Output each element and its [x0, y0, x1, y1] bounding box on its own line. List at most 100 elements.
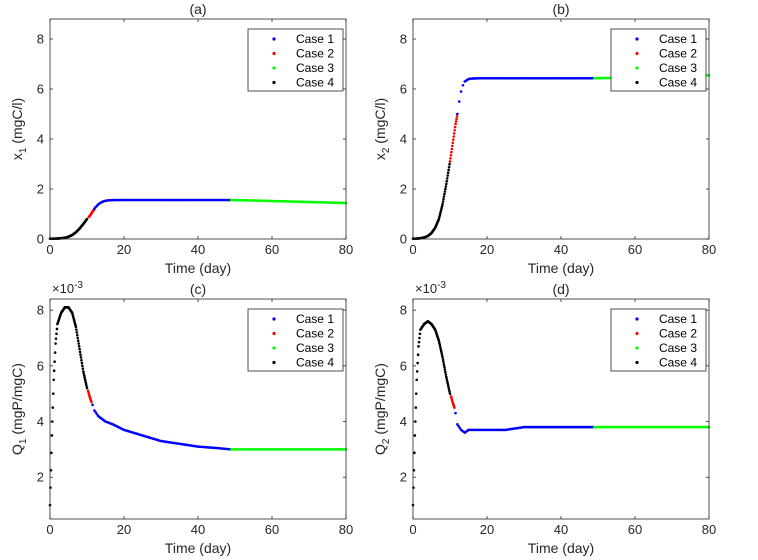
data-point [452, 132, 456, 135]
data-point [457, 424, 460, 428]
data-point [438, 343, 442, 347]
data-point [447, 165, 451, 169]
data-point [444, 187, 447, 191]
series-case-4 [411, 319, 452, 507]
legend-label: Case 3 [296, 341, 334, 355]
x-tick-label: 0 [46, 242, 53, 257]
data-point [442, 197, 445, 201]
data-point [445, 377, 449, 381]
legend-box [610, 308, 707, 372]
data-point [84, 382, 88, 386]
y-tick-label: 6 [37, 358, 44, 373]
x-tick-label: 20 [480, 522, 494, 537]
legend-marker [272, 80, 276, 85]
legend-label: Case 3 [659, 341, 697, 355]
data-points [48, 306, 348, 507]
legend-label: Case 2 [659, 327, 697, 341]
data-point [448, 390, 451, 393]
data-point [54, 337, 58, 340]
x-tick-label: 20 [117, 242, 131, 257]
data-point [452, 135, 456, 138]
data-point [454, 411, 457, 415]
data-point [53, 351, 57, 354]
data-point [415, 370, 419, 373]
data-point [438, 345, 442, 349]
data-point [438, 341, 441, 345]
data-point [416, 361, 419, 365]
data-point [451, 144, 454, 148]
data-point [451, 138, 455, 141]
data-point [81, 364, 84, 368]
series-case-2 [449, 395, 456, 409]
data-point [450, 150, 453, 154]
data-point [90, 400, 93, 404]
data-point [82, 374, 86, 377]
data-point [416, 353, 420, 357]
data-points [411, 73, 711, 241]
data-point [82, 370, 85, 373]
x-axis-label: Time (day) [528, 260, 594, 276]
data-point [448, 163, 451, 166]
series-case-3 [230, 198, 348, 205]
data-point [446, 171, 450, 175]
y-tick-label: 4 [400, 414, 407, 429]
y-tick-label: 0 [400, 232, 407, 247]
data-point [447, 386, 450, 389]
data-point [84, 380, 87, 384]
data-point [446, 381, 449, 385]
subplot-d: 0 20 40 60 80 2 4 6 8 ×10-3 (d) Time (day) Q2 (mgP/m… [372, 280, 716, 556]
legend-label: Case 3 [296, 61, 334, 75]
data-point [418, 336, 421, 340]
data-point [54, 342, 57, 345]
data-point [443, 192, 446, 196]
data-point [414, 406, 418, 409]
legend-box [247, 308, 344, 372]
data-point [55, 332, 58, 336]
data-point [413, 451, 416, 455]
legend-marker [272, 37, 276, 41]
series-case-3 [230, 448, 348, 451]
data-point [449, 153, 453, 157]
data-point [55, 327, 59, 331]
y-axis-label: Q2 (mgP/mgC) [372, 363, 392, 455]
data-point [78, 347, 81, 351]
data-point [437, 339, 441, 343]
data-point [76, 339, 80, 343]
data-point [77, 345, 81, 348]
y-tick-label: 6 [400, 358, 407, 373]
x-tick-label: 20 [117, 522, 131, 537]
series-case-4 [48, 217, 89, 241]
data-point [441, 200, 445, 203]
x-tick-label: 0 [409, 242, 416, 257]
x-tick-label: 80 [702, 522, 716, 537]
data-point [458, 426, 462, 430]
data-point [453, 128, 456, 132]
x-tick-label: 80 [702, 242, 716, 257]
y-tick-label: 4 [37, 414, 44, 429]
data-point [49, 486, 52, 489]
y-tick-label: 0 [37, 232, 44, 247]
data-point [50, 434, 54, 437]
series-case-3 [593, 425, 711, 429]
data-point [76, 336, 80, 340]
legend-marker [635, 360, 639, 365]
data-point [445, 182, 448, 186]
data-point [442, 195, 446, 198]
data-point [445, 177, 449, 180]
data-point [440, 352, 443, 355]
data-point [417, 345, 420, 348]
data-point [454, 120, 458, 123]
legend-label: Case 4 [296, 356, 334, 370]
data-point [444, 373, 448, 376]
data-point [415, 378, 419, 382]
x-tick-label: 40 [191, 242, 205, 257]
data-point [51, 406, 55, 409]
y-tick-label: 8 [400, 303, 407, 318]
data-point [52, 378, 55, 382]
legend-label: Case 4 [296, 76, 334, 90]
series-case-4 [411, 160, 452, 241]
x-tick-label: 80 [339, 242, 353, 257]
x-axis-label: Time (day) [165, 260, 231, 276]
